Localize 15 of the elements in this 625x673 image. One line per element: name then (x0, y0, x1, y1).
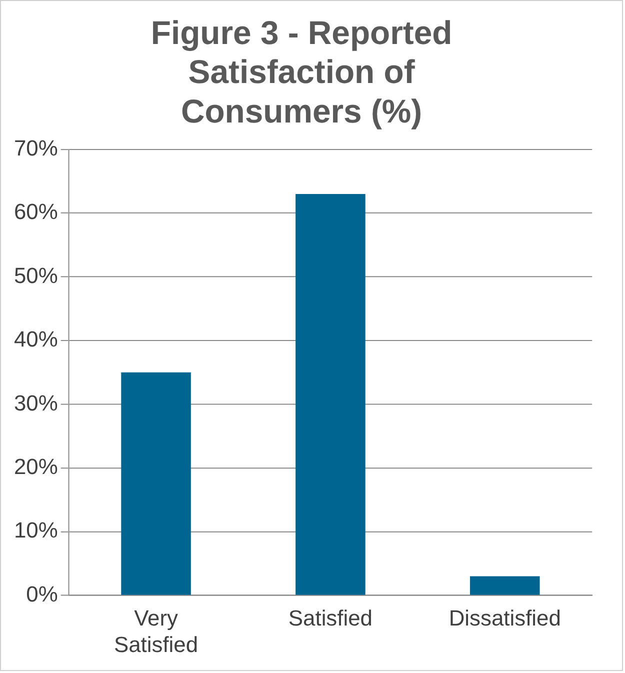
chart-title: Figure 3 - Reported Satisfaction of Consumers (%) (150, 14, 452, 130)
x-tick-label: Very Satisfied (114, 606, 198, 657)
x-tick-label: Dissatisfied (448, 606, 561, 631)
y-tick-label: 40% (14, 326, 58, 352)
y-tick-label: 50% (14, 262, 58, 288)
bar (296, 194, 366, 595)
bar (470, 576, 540, 595)
x-tick-label: Satisfied (288, 606, 372, 631)
y-tick-label: 60% (14, 199, 58, 224)
y-tick-label: 70% (14, 135, 58, 160)
y-tick-label: 30% (14, 390, 58, 416)
y-tick-label: 0% (26, 581, 58, 606)
y-tick-label: 20% (14, 454, 58, 480)
y-tick-label: 10% (14, 518, 58, 543)
bar (121, 372, 191, 595)
